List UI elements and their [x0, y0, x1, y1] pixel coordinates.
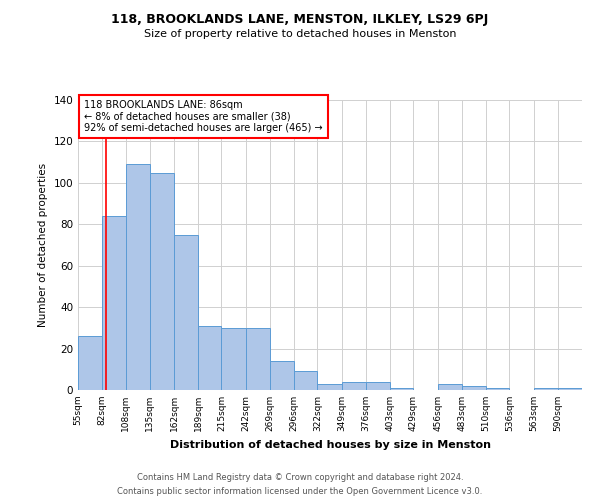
Bar	[366, 382, 390, 390]
Bar	[270, 361, 294, 390]
Bar	[462, 386, 486, 390]
Bar	[341, 382, 366, 390]
Y-axis label: Number of detached properties: Number of detached properties	[38, 163, 48, 327]
Text: Size of property relative to detached houses in Menston: Size of property relative to detached ho…	[144, 29, 456, 39]
Bar	[317, 384, 341, 390]
Bar	[174, 234, 198, 390]
Bar	[390, 388, 413, 390]
Bar	[102, 216, 125, 390]
Bar	[125, 164, 150, 390]
Text: 118, BROOKLANDS LANE, MENSTON, ILKLEY, LS29 6PJ: 118, BROOKLANDS LANE, MENSTON, ILKLEY, L…	[112, 12, 488, 26]
Bar	[294, 372, 317, 390]
Bar	[533, 388, 558, 390]
Bar	[198, 326, 221, 390]
Bar	[150, 172, 174, 390]
Bar	[221, 328, 246, 390]
Bar	[246, 328, 270, 390]
Text: Contains HM Land Registry data © Crown copyright and database right 2024.: Contains HM Land Registry data © Crown c…	[137, 473, 463, 482]
Text: Contains public sector information licensed under the Open Government Licence v3: Contains public sector information licen…	[118, 486, 482, 496]
Bar	[558, 388, 582, 390]
Bar	[437, 384, 462, 390]
Bar	[78, 336, 102, 390]
Bar	[486, 388, 509, 390]
X-axis label: Distribution of detached houses by size in Menston: Distribution of detached houses by size …	[170, 440, 491, 450]
Text: 118 BROOKLANDS LANE: 86sqm
← 8% of detached houses are smaller (38)
92% of semi-: 118 BROOKLANDS LANE: 86sqm ← 8% of detac…	[84, 100, 323, 133]
